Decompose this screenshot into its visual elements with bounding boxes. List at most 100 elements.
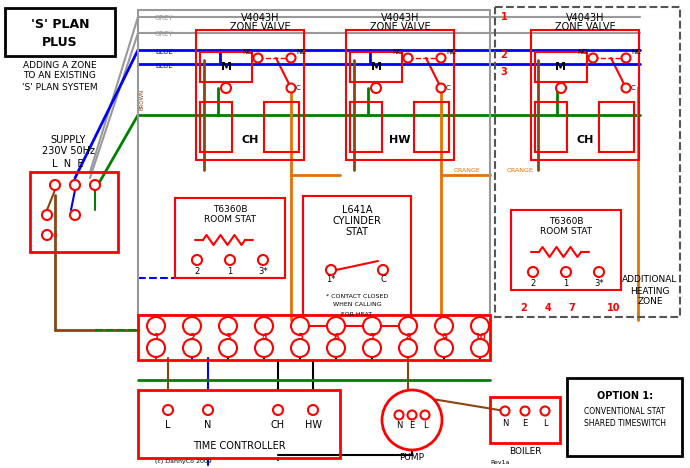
Text: STAT: STAT [346, 227, 368, 237]
Circle shape [219, 317, 237, 335]
Bar [346, 30, 454, 160]
Text: L: L [543, 419, 547, 429]
Text: 2: 2 [531, 278, 535, 287]
Text: TIME CONTROLLER: TIME CONTROLLER [193, 441, 285, 451]
Bar [350, 102, 382, 152]
Circle shape [408, 410, 417, 419]
Circle shape [42, 230, 52, 240]
Text: NC: NC [446, 49, 456, 55]
Circle shape [291, 317, 309, 335]
Text: 4: 4 [261, 332, 267, 342]
Bar [5, 8, 115, 56]
Text: GREY: GREY [155, 15, 174, 21]
Text: L641A: L641A [342, 205, 372, 215]
Circle shape [90, 180, 100, 190]
Circle shape [594, 267, 604, 277]
Text: NC: NC [631, 49, 641, 55]
Text: L  N  E: L N E [52, 159, 83, 169]
Text: CYLINDER: CYLINDER [333, 216, 382, 226]
Text: 8: 8 [405, 332, 411, 342]
Bar [599, 102, 634, 152]
Text: BOILER: BOILER [509, 447, 541, 456]
Circle shape [286, 83, 295, 93]
Text: ORANGE: ORANGE [506, 168, 533, 174]
Text: HW: HW [304, 420, 322, 430]
Text: 4: 4 [544, 303, 551, 313]
Circle shape [382, 390, 442, 450]
Bar [138, 10, 490, 315]
Circle shape [183, 317, 201, 335]
Text: ZONE VALVE: ZONE VALVE [370, 22, 431, 32]
Circle shape [326, 265, 336, 275]
Bar [175, 198, 285, 278]
Circle shape [561, 267, 571, 277]
Text: ZONE VALVE: ZONE VALVE [555, 22, 615, 32]
Circle shape [437, 83, 446, 93]
Text: PLUS: PLUS [42, 36, 78, 49]
Text: 1: 1 [153, 332, 159, 342]
Text: SUPPLY: SUPPLY [50, 135, 86, 145]
Circle shape [286, 53, 295, 63]
Text: ZONE: ZONE [638, 298, 663, 307]
Text: T6360B: T6360B [213, 205, 247, 214]
Text: GREY: GREY [155, 31, 174, 37]
Bar [350, 52, 402, 82]
Text: 3: 3 [501, 67, 507, 77]
Circle shape [556, 83, 566, 93]
Bar [264, 102, 299, 152]
Text: ADDING A ZONE: ADDING A ZONE [23, 60, 97, 70]
Text: 3*: 3* [594, 278, 604, 287]
Bar [414, 102, 449, 152]
Circle shape [471, 339, 489, 357]
Text: L: L [423, 421, 427, 430]
Text: M: M [555, 62, 566, 72]
Circle shape [225, 255, 235, 265]
Text: 9: 9 [441, 332, 447, 342]
Text: 7: 7 [369, 332, 375, 342]
Bar [535, 102, 567, 152]
Text: ZONE VALVE: ZONE VALVE [230, 22, 290, 32]
Text: T6360B: T6360B [549, 218, 583, 227]
Circle shape [273, 405, 283, 415]
Text: OPTION 1:: OPTION 1: [597, 391, 653, 401]
Circle shape [420, 410, 429, 419]
Bar [200, 102, 232, 152]
Circle shape [253, 53, 262, 63]
Circle shape [183, 339, 201, 357]
Text: ROOM STAT: ROOM STAT [540, 227, 592, 236]
Text: 1*: 1* [326, 276, 336, 285]
Text: NC: NC [296, 49, 306, 55]
Circle shape [70, 210, 80, 220]
Circle shape [192, 255, 202, 265]
Circle shape [622, 83, 631, 93]
Circle shape [471, 317, 489, 335]
Text: L: L [165, 420, 170, 430]
Text: 1: 1 [228, 266, 233, 276]
Text: * CONTACT CLOSED: * CONTACT CLOSED [326, 293, 388, 299]
Text: 'S' PLAN SYSTEM: 'S' PLAN SYSTEM [22, 82, 98, 92]
Text: o: o [53, 232, 57, 238]
Circle shape [435, 339, 453, 357]
Bar [511, 210, 621, 290]
Text: M: M [371, 62, 382, 72]
Bar [531, 30, 639, 160]
Text: 2: 2 [521, 303, 527, 313]
Circle shape [378, 265, 388, 275]
Circle shape [221, 83, 231, 93]
Bar [535, 52, 587, 82]
Text: M: M [221, 62, 232, 72]
Circle shape [540, 407, 549, 416]
Circle shape [363, 339, 381, 357]
Bar [200, 52, 252, 82]
Circle shape [291, 339, 309, 357]
Circle shape [163, 405, 173, 415]
Text: CONVENTIONAL STAT: CONVENTIONAL STAT [584, 408, 665, 417]
Text: C: C [631, 85, 635, 91]
Text: 10: 10 [474, 332, 486, 342]
Text: (c) DannyCo 2009: (c) DannyCo 2009 [155, 460, 212, 465]
Circle shape [327, 317, 345, 335]
Circle shape [395, 410, 404, 419]
Bar [495, 7, 680, 317]
Circle shape [203, 405, 213, 415]
Text: E: E [522, 419, 528, 429]
